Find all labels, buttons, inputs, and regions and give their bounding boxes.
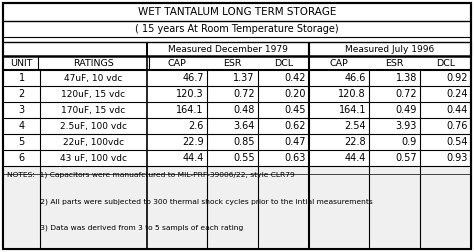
Text: DCL: DCL (436, 58, 455, 68)
Text: 120.3: 120.3 (176, 89, 204, 99)
Text: 0.48: 0.48 (234, 105, 255, 115)
Text: 0.85: 0.85 (233, 137, 255, 147)
Text: 43 uF, 100 vdc: 43 uF, 100 vdc (60, 153, 127, 163)
Text: 0.93: 0.93 (447, 153, 468, 163)
Text: 0.54: 0.54 (447, 137, 468, 147)
Text: 170uF, 15 vdc: 170uF, 15 vdc (61, 106, 126, 114)
Text: 2) All parts were subjected to 300 thermal shock cycles prior to the intial meas: 2) All parts were subjected to 300 therm… (7, 198, 373, 205)
Text: 1: 1 (18, 73, 25, 83)
Text: 3.64: 3.64 (234, 121, 255, 131)
Text: 44.4: 44.4 (182, 153, 204, 163)
Text: 0.44: 0.44 (447, 105, 468, 115)
Text: 22uF, 100vdc: 22uF, 100vdc (63, 138, 124, 146)
Text: WET TANTALUM LONG TERM STORAGE: WET TANTALUM LONG TERM STORAGE (138, 7, 336, 17)
Text: 4: 4 (18, 121, 25, 131)
Text: 46.6: 46.6 (345, 73, 366, 83)
Text: 120uF, 15 vdc: 120uF, 15 vdc (61, 89, 126, 99)
Text: Measured July 1996: Measured July 1996 (345, 45, 435, 53)
Text: 0.72: 0.72 (233, 89, 255, 99)
Text: 0.92: 0.92 (447, 73, 468, 83)
Text: 0.9: 0.9 (402, 137, 417, 147)
Text: ESR: ESR (223, 58, 242, 68)
Text: NOTES:  1) Capacitors were manuafctured to MIL-PRF-39006/22, style CLR79: NOTES: 1) Capacitors were manuafctured t… (7, 172, 295, 178)
Text: 2: 2 (18, 89, 25, 99)
Text: ( 15 years At Room Temperature Storage): ( 15 years At Room Temperature Storage) (135, 24, 339, 34)
Text: 1.37: 1.37 (233, 73, 255, 83)
Text: CAP: CAP (329, 58, 348, 68)
Text: 0.63: 0.63 (284, 153, 306, 163)
Text: DCL: DCL (274, 58, 293, 68)
Text: 0.47: 0.47 (284, 137, 306, 147)
Text: RATINGS: RATINGS (73, 58, 114, 68)
Text: 6: 6 (18, 153, 25, 163)
Text: 0.49: 0.49 (396, 105, 417, 115)
Text: ESR: ESR (385, 58, 404, 68)
Text: 164.1: 164.1 (176, 105, 204, 115)
Text: 3) Data was derived from 3 to 5 sampls of each rating: 3) Data was derived from 3 to 5 sampls o… (7, 225, 243, 231)
Text: 164.1: 164.1 (338, 105, 366, 115)
Text: 46.7: 46.7 (182, 73, 204, 83)
Text: 0.45: 0.45 (284, 105, 306, 115)
Text: 5: 5 (18, 137, 25, 147)
Text: 0.76: 0.76 (447, 121, 468, 131)
Text: 0.20: 0.20 (284, 89, 306, 99)
Text: 3: 3 (18, 105, 25, 115)
Text: Measured December 1979: Measured December 1979 (168, 45, 288, 53)
Text: 2.5uF, 100 vdc: 2.5uF, 100 vdc (60, 121, 127, 131)
Text: CAP: CAP (167, 58, 186, 68)
Bar (3, 166, 471, 249)
Text: 0.24: 0.24 (447, 89, 468, 99)
Text: 0.62: 0.62 (284, 121, 306, 131)
Text: 0.72: 0.72 (395, 89, 417, 99)
Text: 2.54: 2.54 (345, 121, 366, 131)
Text: 0.57: 0.57 (395, 153, 417, 163)
Text: 0.55: 0.55 (233, 153, 255, 163)
Text: 120.8: 120.8 (338, 89, 366, 99)
Text: UNIT: UNIT (10, 58, 33, 68)
Text: 47uF, 10 vdc: 47uF, 10 vdc (64, 74, 123, 82)
Text: 1.38: 1.38 (396, 73, 417, 83)
Text: 44.4: 44.4 (345, 153, 366, 163)
Text: 3.93: 3.93 (396, 121, 417, 131)
Text: 22.8: 22.8 (345, 137, 366, 147)
Text: 0.42: 0.42 (284, 73, 306, 83)
Text: 22.9: 22.9 (182, 137, 204, 147)
Text: 2.6: 2.6 (189, 121, 204, 131)
